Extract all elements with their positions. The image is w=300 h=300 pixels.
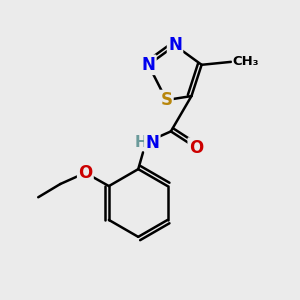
Text: O: O bbox=[189, 139, 203, 157]
Text: CH₃: CH₃ bbox=[232, 56, 259, 68]
Text: H: H bbox=[134, 135, 147, 150]
Text: N: N bbox=[142, 56, 155, 74]
Text: N: N bbox=[168, 37, 182, 55]
Text: O: O bbox=[78, 164, 92, 182]
Text: N: N bbox=[146, 134, 159, 152]
Text: S: S bbox=[160, 91, 172, 109]
